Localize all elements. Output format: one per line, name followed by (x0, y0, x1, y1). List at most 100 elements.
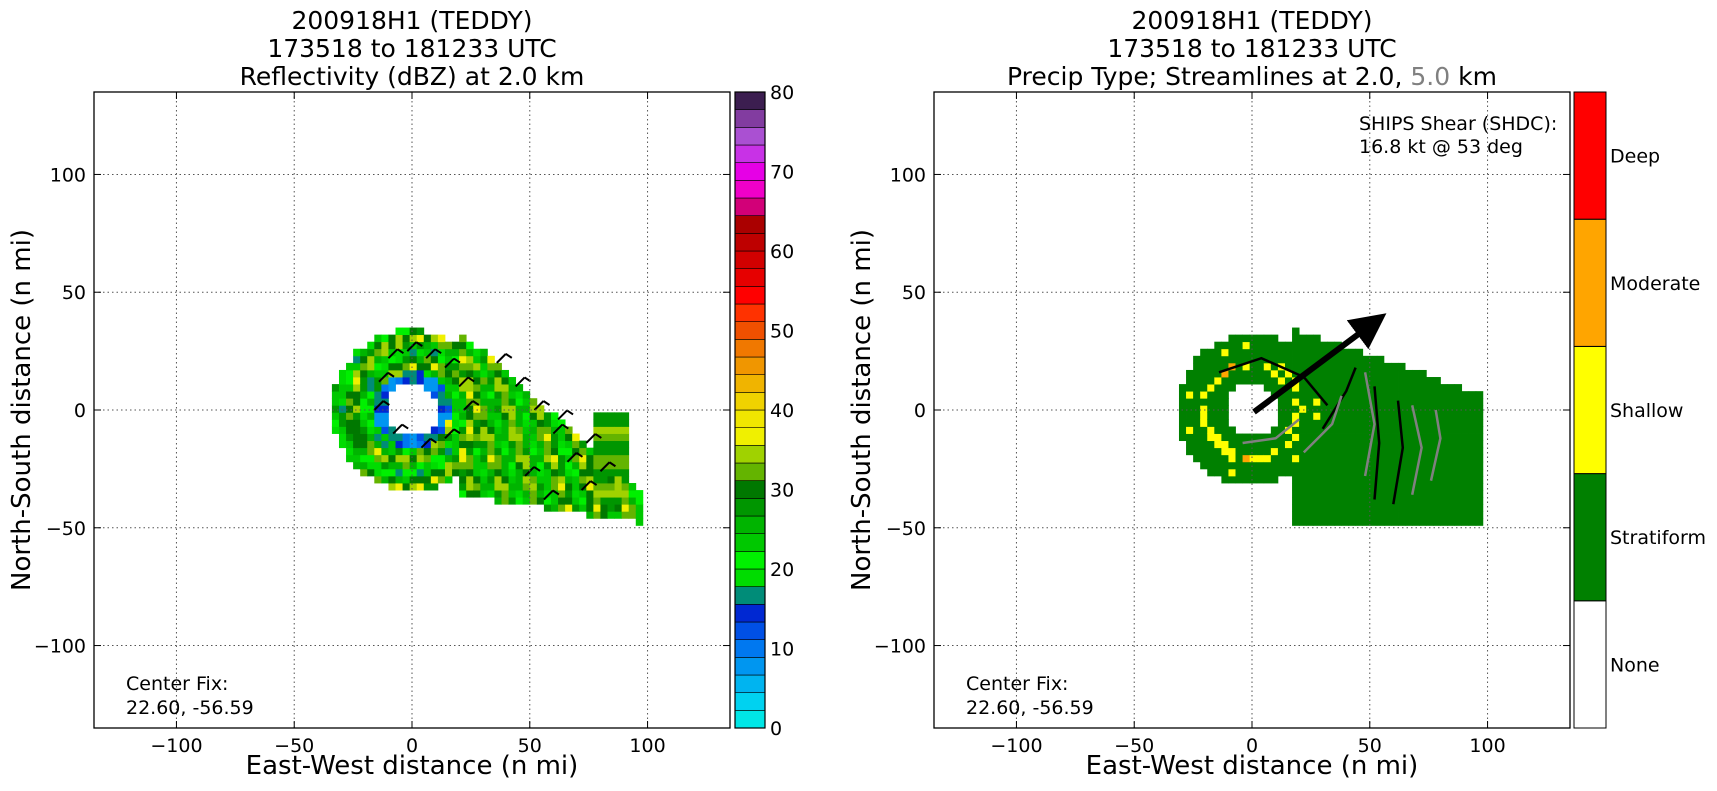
reflectivity-cell (543, 419, 552, 427)
reflectivity-cell (529, 490, 538, 498)
reflectivity-cell (487, 454, 495, 463)
precip-cell (1299, 454, 1307, 463)
reflectivity-cell (466, 419, 474, 427)
colorbar-tick-label: 10 (770, 639, 794, 661)
precip-cell (1461, 511, 1470, 519)
precip-cell (1376, 440, 1385, 449)
colorbar-segment (734, 392, 766, 411)
precip-cell (1355, 461, 1364, 470)
reflectivity-cell (437, 454, 446, 463)
y-tick-label: 50 (902, 282, 926, 304)
reflectivity-cell (572, 440, 580, 449)
reflectivity-cell (459, 433, 467, 442)
reflectivity-cell (593, 497, 601, 505)
precip-cell (1256, 468, 1265, 477)
precip-cell (1419, 461, 1427, 470)
precip-cell (1433, 518, 1441, 526)
precip-cell (1348, 447, 1357, 456)
wind-barb-flag (566, 409, 574, 416)
reflectivity-cell (607, 461, 615, 470)
precip-cell (1376, 433, 1385, 442)
left-gridlines (94, 92, 730, 728)
reflectivity-cell (452, 377, 460, 385)
precip-cell (1376, 391, 1385, 399)
reflectivity-cell (579, 468, 587, 477)
precip-cell (1306, 384, 1314, 392)
reflectivity-cell (487, 419, 495, 427)
precip-cell (1327, 341, 1335, 350)
precip-cell (1292, 426, 1300, 434)
precip-cell (1412, 412, 1420, 420)
colorbar-category-label: Moderate (1610, 273, 1700, 295)
reflectivity-cell (381, 334, 389, 343)
reflectivity-cell (550, 504, 559, 512)
reflectivity-cell (522, 433, 531, 442)
colorbar-segment (734, 250, 766, 269)
reflectivity-cell (444, 362, 453, 371)
reflectivity-cell (508, 405, 517, 413)
precip-cell (1228, 334, 1236, 343)
x-tick-label: −50 (1114, 735, 1154, 757)
precip-cell (1270, 475, 1279, 484)
precip-cell (1405, 483, 1413, 491)
x-tick-label: 50 (1358, 735, 1382, 757)
precip-cell (1468, 518, 1477, 526)
reflectivity-cell (628, 483, 637, 491)
precip-cell (1447, 398, 1455, 406)
precip-cell (1214, 419, 1222, 427)
precip-cell (1313, 440, 1321, 449)
reflectivity-cell (430, 475, 439, 484)
precip-cell (1292, 327, 1300, 336)
reflectivity-cell (508, 391, 517, 399)
precip-cell (1468, 398, 1477, 406)
precip-cell (1348, 362, 1357, 371)
precip-cell (1454, 483, 1463, 491)
precip-cell (1355, 483, 1364, 491)
precip-cell (1186, 391, 1194, 399)
reflectivity-cell (416, 440, 425, 449)
precip-cell (1277, 348, 1286, 357)
precip-cell (1306, 518, 1314, 526)
precip-cell (1270, 447, 1279, 456)
precip-cell (1341, 419, 1349, 427)
precip-cell (1334, 461, 1342, 470)
precip-cell (1292, 341, 1300, 350)
wind-barb (557, 409, 568, 421)
reflectivity-cell (501, 433, 509, 442)
reflectivity-cell (593, 433, 601, 442)
reflectivity-cell (607, 483, 615, 491)
precip-cell (1419, 426, 1427, 434)
precip-cell (1242, 348, 1251, 357)
reflectivity-cell (593, 461, 601, 470)
right-title-line3-main: Precip Type; Streamlines at 2.0, (1007, 62, 1402, 91)
reflectivity-cell (494, 369, 502, 378)
reflectivity-cell (338, 440, 347, 449)
precip-cell (1426, 504, 1434, 512)
reflectivity-cell (346, 362, 354, 371)
precip-cell (1468, 468, 1477, 477)
precip-cell (1383, 483, 1392, 491)
y-tick-label: −50 (46, 518, 86, 540)
precip-cell (1263, 461, 1272, 470)
reflectivity-cell (494, 475, 502, 484)
reflectivity-cell (346, 440, 354, 449)
precip-cell (1475, 419, 1484, 427)
precip-cell (1362, 412, 1371, 420)
reflectivity-cell (395, 369, 403, 378)
reflectivity-cell (346, 419, 354, 427)
precip-cell (1475, 511, 1484, 519)
precip-cell (1341, 454, 1349, 463)
precip-cell (1313, 490, 1321, 498)
reflectivity-cell (480, 348, 488, 357)
precip-cell (1412, 391, 1420, 399)
precip-cell (1228, 377, 1236, 385)
precip-cell (1306, 398, 1314, 406)
precip-cell (1468, 433, 1477, 442)
reflectivity-cell (501, 497, 509, 505)
precip-cell (1362, 426, 1371, 434)
precip-cell (1313, 518, 1321, 526)
reflectivity-cell (558, 440, 566, 449)
precip-cell (1178, 412, 1187, 420)
reflectivity-cell (473, 405, 481, 413)
wind-barb-flag (594, 433, 602, 439)
